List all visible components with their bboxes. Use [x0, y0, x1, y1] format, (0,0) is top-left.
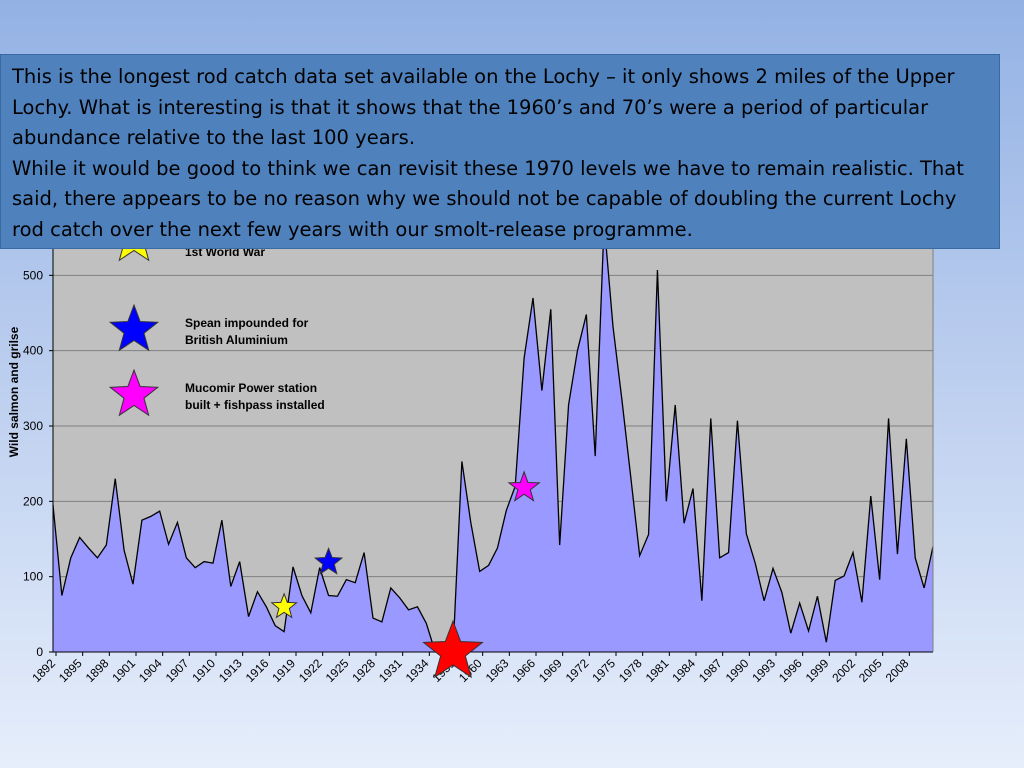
- y-axis-label: Wild salmon and grilse: [7, 326, 21, 457]
- note-paragraph-2: While it would be good to think we can r…: [12, 156, 964, 241]
- event-star-icon: [313, 546, 344, 575]
- y-tick-label: 400: [23, 344, 43, 358]
- x-tick-label: 1987: [696, 656, 725, 685]
- x-tick-label: 1898: [83, 656, 112, 685]
- x-tick-label: 1916: [243, 656, 272, 685]
- x-tick-label: 1966: [509, 656, 538, 685]
- x-tick-label: 1895: [56, 656, 85, 685]
- y-tick-label: 300: [23, 419, 43, 433]
- x-tick-label: 1978: [616, 656, 645, 685]
- x-tick-label: 2002: [829, 656, 858, 685]
- x-tick-labels: 1892189518981901190419071910191319161919…: [29, 656, 911, 685]
- x-tick-label: 1913: [216, 656, 245, 685]
- x-tick-label: 1969: [536, 656, 565, 685]
- star-icon: [108, 303, 160, 352]
- x-tick-label: 1934: [403, 656, 432, 685]
- x-tick-label: 1999: [803, 656, 832, 685]
- x-tick-label: 1975: [589, 656, 618, 685]
- note-paragraph-1: This is the longest rod catch data set a…: [12, 65, 955, 149]
- x-tick-label: 1972: [563, 656, 592, 685]
- legend-item-3: Mucomir Power station built + fishpass in…: [108, 368, 325, 417]
- x-tick-label: 1993: [749, 656, 778, 685]
- x-tick-label: 1984: [669, 656, 698, 685]
- event-star-icon: [507, 470, 541, 502]
- x-tick-label: 1904: [136, 656, 165, 685]
- area-series: [53, 222, 933, 652]
- star-icon: [108, 368, 160, 417]
- legend-label-line-2: British Aluminium: [185, 333, 288, 347]
- x-tick-label: 1990: [723, 656, 752, 685]
- x-tick-label: 1963: [483, 656, 512, 685]
- note-textbox: This is the longest rod catch data set a…: [0, 54, 1000, 249]
- x-tick-label: 1910: [189, 656, 218, 685]
- legend-label-line-2: built + fishpass installed: [185, 398, 325, 412]
- x-tick-label: 1922: [296, 656, 325, 685]
- x-tick-label: 1931: [376, 656, 405, 685]
- legend-label: Spean impounded for: [185, 316, 309, 330]
- x-tick-label: 1907: [163, 656, 192, 685]
- y-tick-label: 100: [23, 570, 43, 584]
- axes: [49, 200, 934, 656]
- x-tick-label: 1925: [323, 656, 352, 685]
- x-tick-label: 2005: [856, 656, 885, 685]
- legend-item-2: Spean impounded for British Aluminium: [108, 303, 309, 352]
- x-tick-label: 1928: [349, 656, 378, 685]
- y-tick-labels: 0 100 200 300 400 500: [23, 268, 43, 659]
- x-tick-label: 1901: [109, 656, 138, 685]
- x-tick-label: 1981: [643, 656, 672, 685]
- event-markers: [270, 470, 541, 679]
- y-tick-label: 200: [23, 494, 43, 508]
- area-series-outline: [52, 222, 934, 653]
- event-star-icon: [422, 619, 484, 679]
- event-star-icon: [270, 592, 298, 619]
- x-tick-label: 1919: [269, 656, 298, 685]
- x-tick-label: 1996: [776, 656, 805, 685]
- x-tick-label: 1892: [29, 656, 58, 685]
- legend-label: Mucomir Power station: [185, 381, 317, 395]
- y-tick-label: 500: [23, 268, 43, 282]
- y-tick-label: 0: [36, 645, 43, 659]
- x-tick-label: 2008: [883, 656, 912, 685]
